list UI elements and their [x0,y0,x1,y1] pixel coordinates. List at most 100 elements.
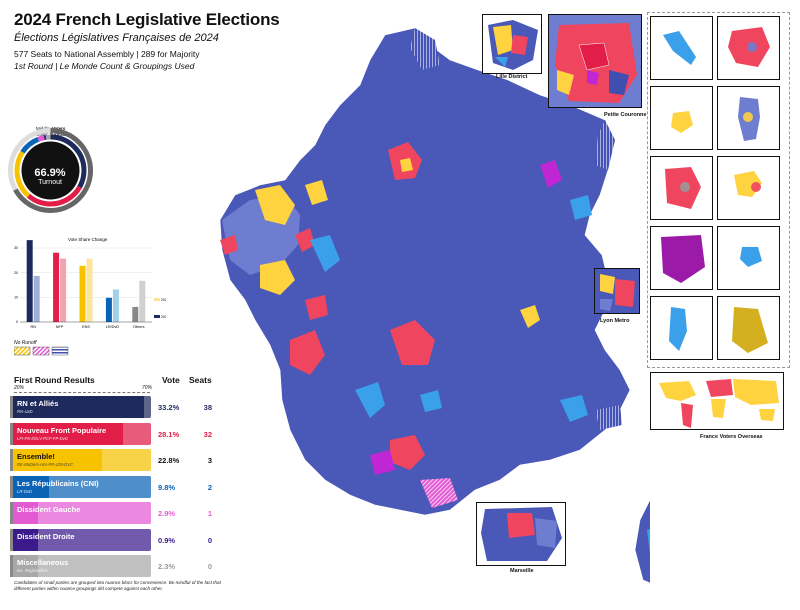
seats-info: 577 Seats to National Assembly | 289 for… [14,49,200,59]
region-limousin-lr [355,382,385,418]
party-name: RN et Alliés [17,399,59,408]
result-row: RN et Alliés RN-UxD 33.2% 38 [10,396,212,418]
region-bordeaux-lr [420,390,442,412]
territory-detail [680,182,690,192]
bar-2024 [105,297,112,322]
vote-header: Vote [162,375,180,385]
inset-overseas-territory [650,86,713,150]
region-toulouse-red [390,435,425,470]
chart-title: Vote Share Change [68,237,108,242]
result-bar-remainder [38,528,151,551]
turnout-legend-outer-val: Turnout [49,132,67,137]
party-vote: 2.9% [158,509,176,518]
label-petite-couronne: Petite Couronne [604,112,647,118]
region-marseille-lr [560,395,588,422]
round-info: 1st Round | Le Monde Count & Groupings U… [14,61,195,71]
party-name: Nouveau Front Populaire [17,425,107,435]
scale-left: 20% [14,385,25,391]
result-accent [10,502,13,524]
page-subtitle: Élections Législatives Françaises de 202… [14,32,219,44]
bar-2022 [139,280,146,322]
scale-right: 70% [141,385,152,391]
bar-2022 [112,289,119,322]
region-paris-yellow [400,158,413,172]
turnout-label: Turnout [38,179,62,186]
party-vote: 9.8% [158,482,176,492]
bar-2022 [86,258,93,322]
result-bar [10,502,151,524]
result-bar [10,475,151,498]
territory-shape [732,307,768,353]
result-accent [10,422,13,445]
y-tick-label: 30 [14,246,18,250]
party-members: Inc. Regionalists [17,568,48,573]
region-east-purple [540,160,562,188]
party-seats: 32 [203,429,212,439]
party-name: Dissident Gauche [17,505,81,514]
region-rennes-yellow [305,180,328,205]
party-seats: 1 [207,509,212,518]
region-lyon-yellow [520,305,540,328]
inset-overseas-territory [650,156,713,220]
seats-header: Seats [189,375,212,385]
result-row: Nouveau Front Populaire LFI-PS-EELV-PCF-F… [10,422,212,445]
label-lille: Lille District [496,74,528,80]
y-tick-label: 0 [16,320,18,324]
turnout-value: 66.9% [34,167,66,179]
region-center-red [390,320,435,365]
vote-share-chart: Vote Share Change 0 10 20 30 RN NFP ENS LR/DvD… [14,237,166,329]
region-hatch-south [420,478,458,508]
voters-ring [14,134,87,207]
inset-overseas-territory [717,156,780,220]
turnout-legend-outer-key: Outer: [36,132,50,137]
bar-2022 [33,275,40,322]
inset-overseas-territory [650,226,713,290]
no-runoff-swatches [14,346,69,356]
no-runoff-label: No Runoff [14,340,37,346]
region-lr-west [310,235,340,272]
france-map [219,27,650,584]
title-block: 2024 French Legislative Elections Électi… [14,10,314,72]
result-bar [10,449,151,471]
turnout-legend: Middle: Voters Outer: Turnout [36,126,66,138]
inset-petite-couronne [548,14,642,108]
inset-overseas-voters [650,372,784,430]
chart-legend: 2022 2024 [154,298,166,319]
x-tick-label: LR/DvD [106,325,120,329]
region-pyrenees-purple [370,450,395,475]
result-accent [10,475,13,498]
inset-overseas-territory [650,296,713,360]
region-red-rennes [295,228,315,252]
region-alsace-hatch [595,120,615,170]
results-header: First Round Results Vote Seats [14,375,214,389]
result-row: Ensemble! RE-MoDem-Hor-PR-UDI-DVC 22.8% 3 [10,449,212,471]
scale-line [14,392,150,393]
territory-shape [740,247,762,267]
territory-shape [663,31,696,65]
footnote: Candidates of small parties are grouped … [14,580,221,591]
result-bar-remainder [123,422,151,445]
party-name: Miscellaneous [17,558,69,567]
party-vote: 33.2% [158,403,180,412]
inset-marseille [476,502,566,566]
inset-overseas-territory [717,16,780,80]
party-seats: 38 [203,403,212,412]
inset-overseas-territory [717,226,780,290]
party-seats: 3 [207,456,212,465]
turnout-legend-middle-val: Voters [51,126,66,131]
party-seats: 0 [207,562,212,571]
party-name: Dissident Droite [17,531,75,541]
bar-2024 [79,265,86,322]
territory-detail [751,182,761,192]
result-row: Dissident Gauche 2.9% 1 [10,502,212,524]
region-yellow-west [255,185,295,225]
territory-shape [661,235,705,283]
bar-2024 [132,306,139,322]
corsica [634,499,650,584]
label-lyon: Lyon Metro [600,318,630,324]
result-bar-remainder [38,502,151,524]
region-southwest-red [290,330,325,375]
result-accent [10,449,13,471]
party-members: RN-UxD [17,409,33,414]
party-name: Les Républicains (CNI) [17,478,99,488]
